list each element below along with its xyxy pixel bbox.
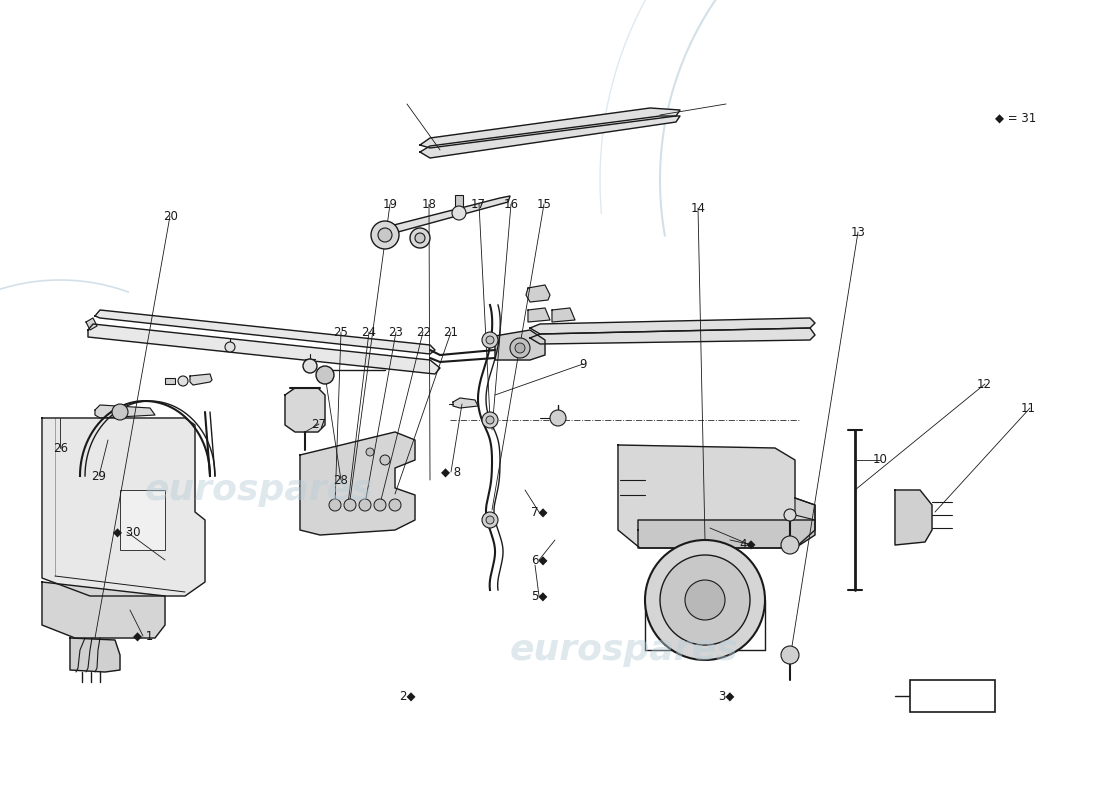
Circle shape: [660, 555, 750, 645]
Polygon shape: [530, 318, 815, 334]
Polygon shape: [88, 324, 440, 374]
Text: 11: 11: [1021, 402, 1036, 414]
Polygon shape: [285, 388, 324, 432]
Polygon shape: [70, 638, 120, 672]
Polygon shape: [95, 310, 434, 354]
Circle shape: [415, 233, 425, 243]
Text: 9: 9: [580, 358, 586, 370]
Circle shape: [781, 536, 799, 554]
Circle shape: [378, 228, 392, 242]
Circle shape: [329, 499, 341, 511]
Text: 22: 22: [416, 326, 431, 338]
Text: 23: 23: [388, 326, 404, 338]
Text: 28: 28: [333, 474, 349, 486]
Circle shape: [374, 499, 386, 511]
Text: 13: 13: [850, 226, 866, 238]
Circle shape: [781, 646, 799, 664]
Circle shape: [316, 366, 334, 384]
Circle shape: [366, 448, 374, 456]
Bar: [910, 680, 996, 712]
Text: 12: 12: [977, 378, 992, 390]
Polygon shape: [895, 490, 932, 545]
Text: 20: 20: [163, 210, 178, 222]
Text: ◆ 8: ◆ 8: [441, 466, 461, 478]
Polygon shape: [528, 308, 550, 322]
Circle shape: [784, 509, 796, 521]
Polygon shape: [420, 108, 680, 148]
Circle shape: [515, 343, 525, 353]
Circle shape: [645, 540, 764, 660]
Polygon shape: [526, 285, 550, 302]
Text: ◆ 1: ◆ 1: [133, 630, 153, 642]
Circle shape: [550, 410, 566, 426]
Text: 3◆: 3◆: [718, 690, 734, 702]
Text: 2◆: 2◆: [398, 690, 416, 702]
Text: 17: 17: [471, 198, 486, 210]
Polygon shape: [420, 116, 680, 158]
Text: 29: 29: [91, 470, 107, 482]
Circle shape: [482, 512, 498, 528]
Polygon shape: [618, 445, 815, 548]
Bar: [165, 378, 175, 384]
Circle shape: [482, 412, 498, 428]
Text: 19: 19: [383, 198, 398, 210]
Text: 16: 16: [504, 198, 519, 210]
Polygon shape: [795, 498, 815, 520]
Circle shape: [389, 499, 402, 511]
Circle shape: [685, 580, 725, 620]
Polygon shape: [95, 405, 155, 418]
Polygon shape: [42, 418, 205, 596]
Text: eurospares: eurospares: [145, 473, 374, 507]
Text: ◆ 30: ◆ 30: [112, 526, 141, 538]
Circle shape: [486, 336, 494, 344]
Bar: [120, 490, 165, 550]
Circle shape: [486, 516, 494, 524]
Text: ◆ = 31: ◆ = 31: [994, 112, 1036, 125]
Polygon shape: [379, 196, 510, 232]
Text: 6◆: 6◆: [530, 554, 548, 566]
Text: 7◆: 7◆: [530, 506, 548, 518]
Bar: [455, 195, 463, 207]
Polygon shape: [552, 308, 575, 322]
Circle shape: [486, 416, 494, 424]
Circle shape: [482, 332, 498, 348]
Polygon shape: [495, 330, 544, 360]
Polygon shape: [42, 582, 165, 638]
Circle shape: [452, 206, 466, 220]
Circle shape: [510, 338, 530, 358]
Circle shape: [371, 221, 399, 249]
Text: eurospares: eurospares: [510, 633, 738, 667]
Circle shape: [379, 455, 390, 465]
Polygon shape: [86, 318, 97, 330]
Text: 4◆: 4◆: [739, 538, 757, 550]
Text: 10: 10: [872, 454, 888, 466]
Text: 5◆: 5◆: [531, 590, 547, 602]
Polygon shape: [300, 432, 415, 535]
Circle shape: [359, 499, 371, 511]
Circle shape: [344, 499, 356, 511]
Circle shape: [410, 228, 430, 248]
Text: 26: 26: [53, 442, 68, 454]
Text: 15: 15: [537, 198, 552, 210]
Text: 18: 18: [421, 198, 437, 210]
Polygon shape: [530, 328, 815, 344]
Text: 21: 21: [443, 326, 459, 338]
Circle shape: [112, 404, 128, 420]
Text: 27: 27: [311, 418, 327, 430]
Circle shape: [178, 376, 188, 386]
Circle shape: [302, 359, 317, 373]
Text: 25: 25: [333, 326, 349, 338]
Polygon shape: [190, 374, 212, 385]
Text: 14: 14: [691, 202, 706, 214]
Polygon shape: [453, 398, 478, 408]
Text: 24: 24: [361, 326, 376, 338]
Polygon shape: [638, 520, 815, 548]
Circle shape: [226, 342, 235, 352]
